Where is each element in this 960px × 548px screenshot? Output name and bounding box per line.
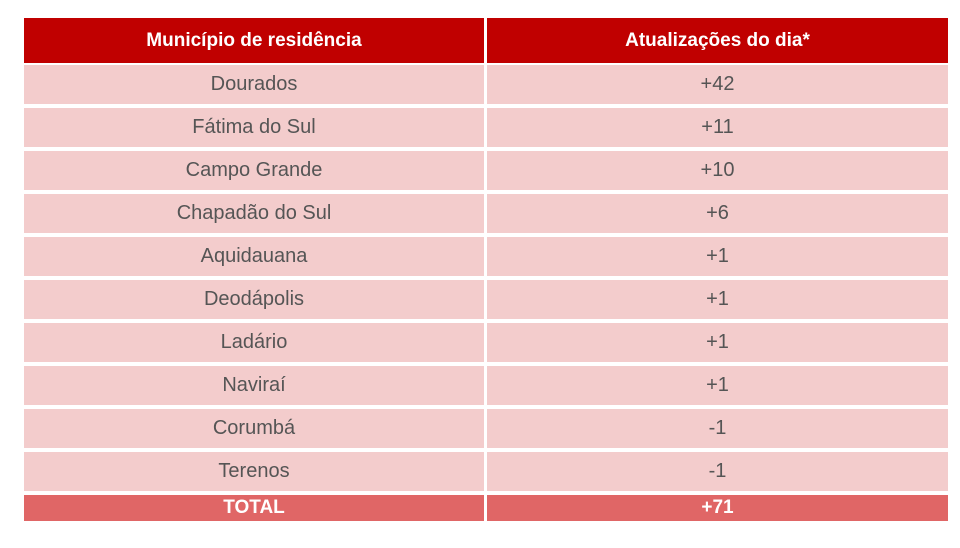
table-row: Terenos -1: [24, 452, 948, 495]
header-municipality: Município de residência: [24, 18, 487, 65]
table-row: Fátima do Sul +11: [24, 108, 948, 151]
municipality-cell: Campo Grande: [24, 151, 487, 194]
total-label: TOTAL: [24, 495, 487, 521]
update-value-cell: +1: [487, 366, 948, 409]
table-row: Ladário +1: [24, 323, 948, 366]
table-row: Corumbá -1: [24, 409, 948, 452]
municipality-cell: Ladário: [24, 323, 487, 366]
table-row: Dourados +42: [24, 65, 948, 108]
municipality-cell: Terenos: [24, 452, 487, 495]
table-row: Naviraí +1: [24, 366, 948, 409]
update-value-cell: +1: [487, 237, 948, 280]
municipality-cell: Dourados: [24, 65, 487, 108]
total-value: +71: [487, 495, 948, 521]
municipality-cell: Corumbá: [24, 409, 487, 452]
cases-by-municipality-table: Município de residência Atualizações do …: [24, 18, 948, 521]
header-row: Município de residência Atualizações do …: [24, 18, 948, 65]
total-row: TOTAL +71: [24, 495, 948, 521]
municipality-cell: Chapadão do Sul: [24, 194, 487, 237]
municipality-cell: Deodápolis: [24, 280, 487, 323]
update-value-cell: +6: [487, 194, 948, 237]
table-header: Município de residência Atualizações do …: [24, 18, 948, 65]
municipality-cell: Aquidauana: [24, 237, 487, 280]
municipality-cell: Fátima do Sul: [24, 108, 487, 151]
update-value-cell: +1: [487, 280, 948, 323]
update-value-cell: +10: [487, 151, 948, 194]
update-value-cell: -1: [487, 452, 948, 495]
table-row: Campo Grande +10: [24, 151, 948, 194]
update-value-cell: +11: [487, 108, 948, 151]
table-row: Deodápolis +1: [24, 280, 948, 323]
update-value-cell: +42: [487, 65, 948, 108]
table-body: Dourados +42 Fátima do Sul +11 Campo Gra…: [24, 65, 948, 521]
municipality-cell: Naviraí: [24, 366, 487, 409]
update-value-cell: -1: [487, 409, 948, 452]
header-daily-updates: Atualizações do dia*: [487, 18, 948, 65]
cases-table-container: Município de residência Atualizações do …: [24, 18, 948, 521]
table-row: Aquidauana +1: [24, 237, 948, 280]
update-value-cell: +1: [487, 323, 948, 366]
table-row: Chapadão do Sul +6: [24, 194, 948, 237]
